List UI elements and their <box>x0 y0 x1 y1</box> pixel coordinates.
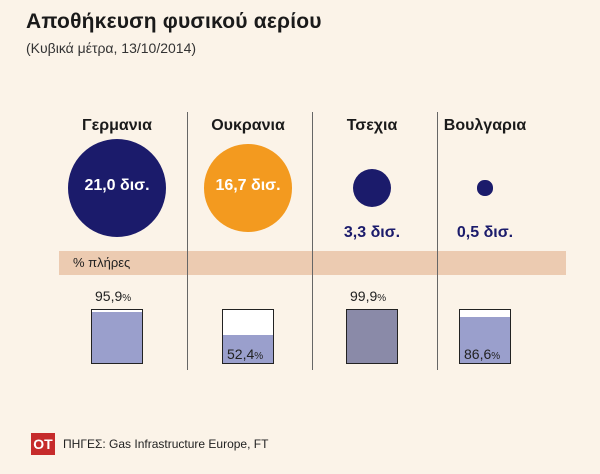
storage-label: 21,0 δισ. <box>84 177 150 194</box>
percent-full-value: 99,9% <box>350 288 387 304</box>
percent-full-value: 52,4% <box>227 346 264 362</box>
percent-full-value: 86,6% <box>464 346 501 362</box>
fill-level-tank <box>346 309 398 364</box>
country-name: Ουκρανια <box>211 117 285 134</box>
percent-full-value: 95,9% <box>95 288 132 304</box>
storage-label: 16,7 δισ. <box>215 177 281 194</box>
fill-level <box>347 310 397 363</box>
country-name: Τσεχια <box>346 117 398 134</box>
storage-bubble <box>204 144 292 232</box>
country-name: Γερμανια <box>82 117 152 134</box>
storage-bubble <box>68 139 166 237</box>
fill-level <box>92 312 142 363</box>
column-divider <box>437 112 438 370</box>
fill-level <box>223 335 273 363</box>
fill-level-tank <box>222 309 274 364</box>
fill-level-tank <box>459 309 511 364</box>
column-divider <box>187 112 188 370</box>
storage-label: 3,3 δισ. <box>343 224 401 241</box>
storage-label: 0,5 δισ. <box>456 224 514 241</box>
source-note: ΠΗΓΕΣ: Gas Infrastructure Europe, FT <box>63 437 269 451</box>
storage-bubble <box>352 168 392 208</box>
fill-level <box>460 317 510 363</box>
logo: OT <box>31 433 55 455</box>
country-name: Βουλγαρια <box>443 117 527 134</box>
storage-bubble <box>477 180 493 196</box>
chart-title: Αποθήκευση φυσικού αερίου <box>26 10 322 33</box>
fill-level-tank <box>91 309 143 364</box>
chart-subtitle: (Κυβικά μέτρα, 13/10/2014) <box>26 40 197 56</box>
column-divider <box>312 112 313 370</box>
percent-full-label: % πλήρες <box>73 255 131 270</box>
